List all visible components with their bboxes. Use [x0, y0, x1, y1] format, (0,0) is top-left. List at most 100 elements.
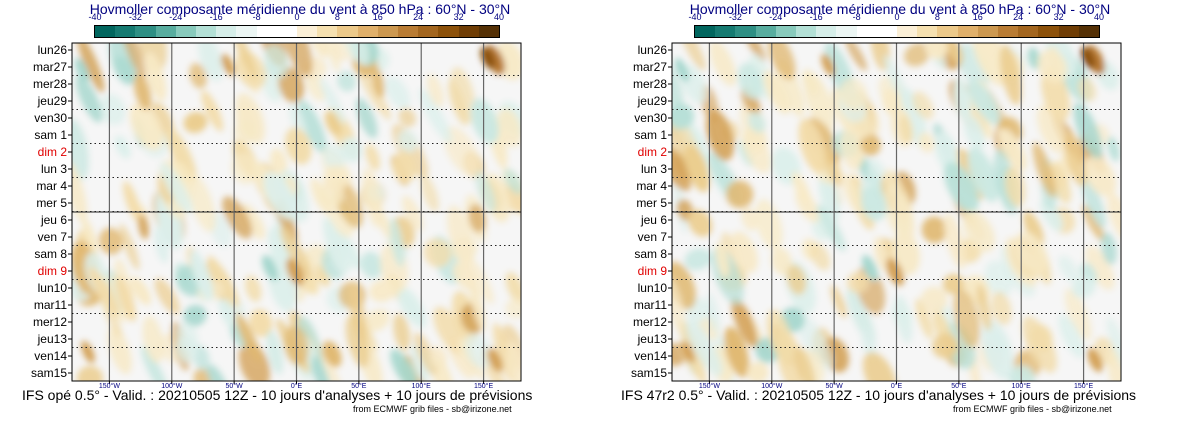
colorbar-segment: [755, 26, 776, 37]
wind-anomaly-patch: [688, 209, 713, 237]
wind-anomaly-patch: [918, 132, 935, 153]
x-tick-label: 100°E: [411, 383, 431, 390]
wind-anomaly-patch: [748, 111, 766, 133]
wind-anomaly-patch: [899, 115, 913, 144]
y-tick-label: mar11: [33, 298, 67, 312]
wind-anomaly-patch: [841, 173, 862, 214]
wind-anomaly-patch: [997, 127, 1027, 171]
wind-anomaly-patch: [862, 352, 897, 381]
colorbar-tick-label: 8: [334, 12, 340, 22]
wind-anomaly-patch: [920, 286, 948, 314]
wind-anomaly-patch: [429, 346, 448, 370]
colorbar-tick-label: 32: [1053, 12, 1064, 22]
wind-anomaly-patch: [397, 129, 418, 153]
colorbar-segment: [977, 26, 999, 37]
y-tick-label: lun 3: [640, 162, 667, 176]
x-tick-label: 50°E: [351, 383, 367, 390]
colorbar-tick-label: 8: [934, 12, 940, 22]
wind-anomaly-patch: [1050, 163, 1072, 204]
colorbar-segment: [1038, 26, 1059, 37]
wind-anomaly-patch: [684, 144, 710, 193]
plot-area: [68, 42, 522, 384]
wind-anomaly-patch: [967, 79, 1001, 125]
wind-anomaly-patch: [820, 148, 843, 187]
wind-anomaly-patch: [672, 103, 695, 130]
wind-anomaly-patch: [464, 254, 495, 304]
y-tick-label: lun10: [37, 281, 67, 295]
wind-anomaly-patch: [423, 238, 452, 268]
wind-anomaly-patch: [285, 127, 312, 165]
colorbar-segment: [1018, 26, 1039, 37]
colorbar-tick-label: -16: [209, 12, 223, 22]
wind-anomaly-patch: [389, 217, 404, 268]
wind-anomaly-core: [674, 58, 690, 82]
wind-anomaly-patch: [176, 322, 199, 353]
wind-anomaly-patch: [953, 289, 981, 349]
colorbar-tick-label: -24: [769, 12, 783, 22]
wind-anomaly-patch: [183, 112, 208, 133]
wind-anomaly-core: [487, 347, 503, 373]
wind-anomaly-patch: [730, 231, 758, 273]
wind-anomaly-patch: [963, 210, 996, 253]
wind-anomaly-patch: [319, 77, 346, 125]
y-tick-label: mar 4: [36, 179, 67, 193]
wind-anomaly-patch: [235, 312, 262, 364]
wind-anomaly-patch: [107, 326, 132, 375]
x-tick-label: 50°E: [951, 383, 967, 390]
colorbar-tick-label: -24: [169, 12, 183, 22]
colorbar-tick-label: 0: [894, 12, 900, 22]
colorbar-tick-label: -40: [88, 12, 102, 22]
colorbar-tick-label: -40: [688, 12, 702, 22]
wind-anomaly-patch: [446, 205, 474, 267]
wind-anomaly-patch: [915, 298, 934, 340]
wind-anomaly-patch: [371, 66, 385, 99]
wind-anomaly-patch: [230, 43, 257, 79]
wind-anomaly-patch: [363, 309, 390, 332]
plot-frame: [71, 42, 522, 382]
wind-anomaly-patch: [715, 242, 730, 278]
wind-anomaly-patch: [679, 43, 706, 71]
colorbar-segment: [297, 26, 318, 37]
y-tick-label: ven 7: [637, 230, 667, 244]
wind-anomaly-patch: [315, 265, 330, 287]
wind-anomaly-patch: [972, 43, 1009, 86]
wind-anomaly-patch: [222, 196, 253, 239]
wind-anomaly-patch: [964, 115, 985, 150]
plot-frame: [671, 42, 1122, 382]
wind-anomaly-patch: [1032, 141, 1056, 198]
wind-anomaly-patch: [238, 341, 271, 381]
wind-anomaly-patch: [154, 277, 180, 315]
wind-anomaly-patch: [266, 330, 284, 375]
wind-anomaly-patch: [130, 276, 152, 306]
wind-anomaly-patch: [763, 70, 791, 115]
y-tick-label: sam 1: [34, 128, 67, 142]
colorbar-tick-label: 16: [372, 12, 383, 22]
colorbar-segment: [256, 26, 277, 37]
wind-anomaly-patch: [816, 204, 846, 252]
wind-anomaly-patch: [88, 267, 120, 316]
chart-footer: IFS 47r2 0.5° - Valid. : 20210505 12Z - …: [621, 387, 1137, 403]
wind-anomaly-patch: [839, 78, 868, 110]
chart-title: Hovmoller composante méridienne du vent …: [689, 1, 1111, 17]
wind-anomaly-patch: [1077, 77, 1097, 102]
wind-anomaly-patch: [840, 129, 863, 172]
wind-anomaly-patch: [245, 275, 262, 302]
wind-anomaly-patch: [793, 346, 816, 381]
chart-credit: from ECMWF grib files - sb@irizone.net: [353, 404, 512, 414]
wind-anomaly-patch: [1027, 47, 1041, 70]
wind-anomaly-patch: [505, 272, 521, 305]
y-tick-label: ven30: [34, 111, 67, 125]
chart-footer: IFS opé 0.5° - Valid. : 20210505 12Z - 1…: [22, 387, 533, 403]
colorbar-segment: [796, 26, 817, 37]
y-tick-label: lun26: [37, 43, 67, 57]
wind-anomaly-patch: [218, 298, 238, 333]
colorbar-tick-label: 24: [413, 12, 424, 22]
wind-anomaly-patch: [322, 341, 342, 368]
wind-anomaly-patch: [944, 43, 963, 64]
wind-anomaly-patch: [1009, 365, 1035, 381]
wind-anomaly-patch: [809, 242, 831, 271]
wind-anomaly-patch: [138, 214, 149, 240]
wind-anomaly-patch: [115, 275, 137, 322]
wind-anomaly-patch: [414, 332, 438, 376]
wind-anomaly-patch: [725, 180, 754, 209]
